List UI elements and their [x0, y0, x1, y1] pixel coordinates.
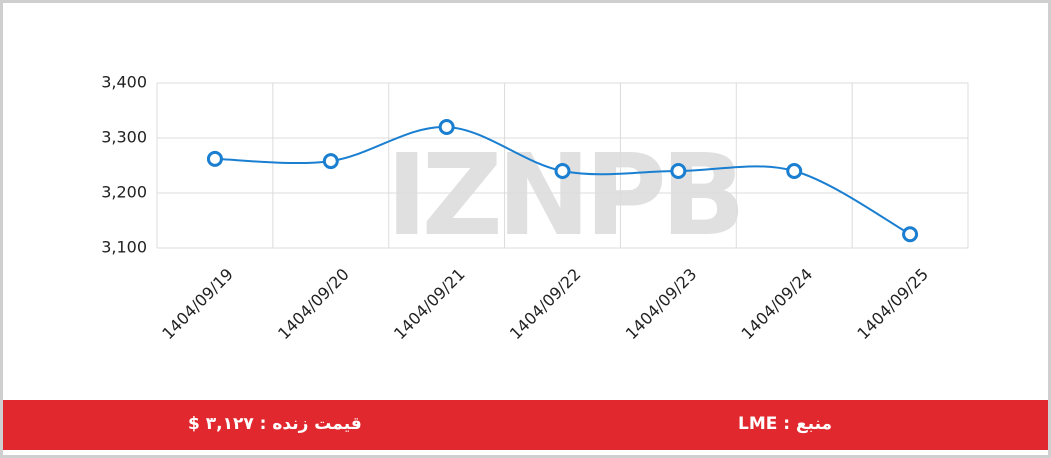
x-tick-label: 1404/09/25 — [853, 265, 932, 344]
x-tick-label: 1404/09/19 — [158, 265, 237, 344]
live-price: قیمت زنده : ۳,۱۲۷ $ — [188, 414, 362, 434]
point — [670, 163, 687, 179]
x-tick-label: 1404/09/21 — [390, 265, 469, 344]
footer-bar: قیمت زنده : ۳,۱۲۷ $ منبع : LME — [3, 400, 1048, 450]
point — [902, 226, 919, 243]
point — [786, 163, 803, 179]
x-tick-label: 1404/09/20 — [274, 265, 353, 344]
y-tick-label: 3,100 — [101, 238, 147, 257]
watermark: IZNPB — [386, 131, 740, 261]
point — [554, 163, 571, 179]
y-tick-label: 3,200 — [101, 183, 147, 202]
chart: IZNPB 3,100 3,200 3,300 3,400 1404/09/19 1404… — [101, 73, 969, 344]
y-tick-label: 3,300 — [101, 128, 147, 147]
source: منبع : LME — [738, 414, 833, 434]
y-tick-label: 3,400 — [101, 73, 147, 92]
x-tick-label: 1404/09/23 — [622, 265, 701, 344]
point — [206, 150, 223, 167]
x-tick-label: 1404/09/22 — [506, 265, 585, 344]
point — [322, 153, 339, 170]
x-tick-label: 1404/09/24 — [738, 265, 817, 344]
point — [438, 119, 455, 135]
